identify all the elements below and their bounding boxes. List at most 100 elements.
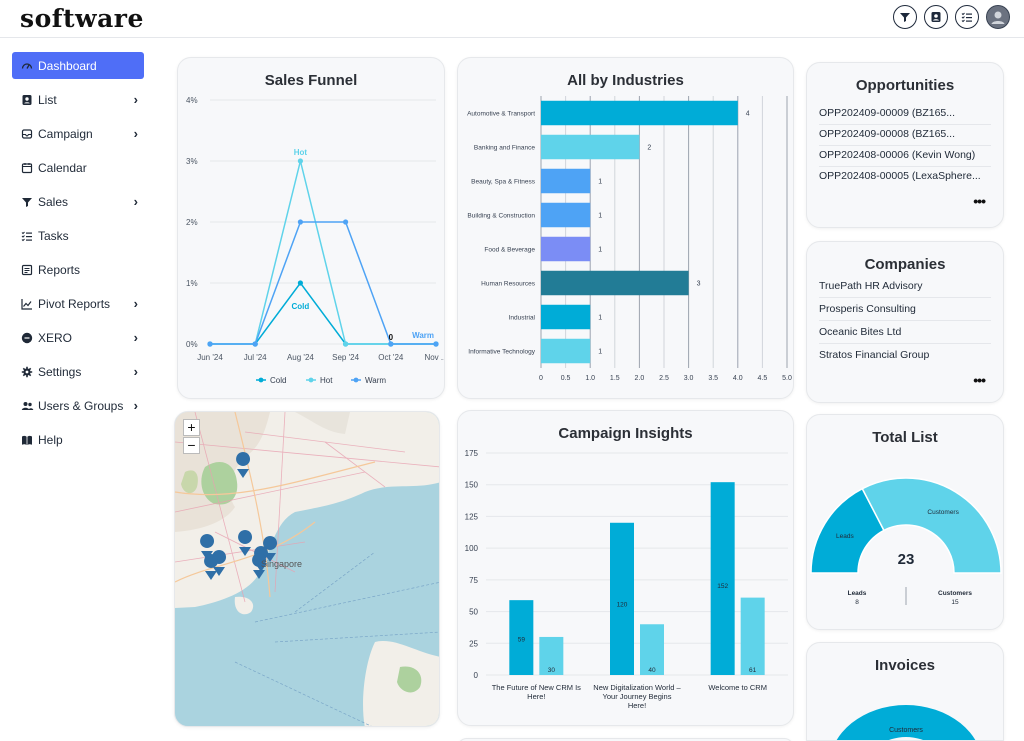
category-label: Beauty, Spa & Fitness [471,179,536,186]
x-tick-label: Jul '24 [244,353,267,362]
chevron-right-icon: › [133,330,138,345]
map-canvas[interactable]: Singapore [175,412,440,727]
company-item[interactable]: TruePath HR Advisory [819,276,991,298]
company-item[interactable]: Oceanic Bites Ltd [819,322,991,344]
total-value: 23 [898,551,915,568]
sidebar-item-help[interactable]: Help [12,426,144,453]
x-tick-label: 3.0 [684,375,694,382]
data-label: 3 [697,281,701,288]
y-tick-label: 0% [186,340,198,349]
data-point-hot [343,341,349,347]
x-tick-label: 0 [539,375,543,382]
checklist-icon[interactable] [955,5,979,29]
x-tick-label: 3.5 [708,375,718,382]
data-label: 120 [617,601,628,608]
category-label: Here! [527,692,545,701]
opportunity-item[interactable]: OPP202408-00005 (LexaSphere... [819,170,981,182]
legend-label: Leads [848,590,867,597]
map-city-label: Singapore [261,559,302,569]
opportunity-item[interactable]: OPP202409-00009 (BZ165... [819,103,991,125]
zoom-out-button[interactable]: − [183,437,200,454]
series-line-warm [210,221,436,345]
invoices-slice-customers [836,705,976,740]
y-tick-label: 175 [465,449,479,458]
sidebar-item-xero[interactable]: XERO › [12,324,144,351]
x-tick-label: 5.0 [782,375,792,382]
data-label: 1 [598,349,602,356]
opportunity-item[interactable]: OPP202409-00008 (BZ165... [819,124,991,146]
sidebar-item-settings[interactable]: Settings › [12,358,144,385]
sidebar-item-list[interactable]: List › [12,86,144,113]
y-tick-label: 125 [465,512,479,521]
category-label: Informative Technology [468,349,535,356]
category-label: Food & Beverage [484,247,535,254]
slice-label: Customers [927,509,959,516]
data-label: 2 [647,145,651,152]
app-logo[interactable]: software [20,4,144,33]
industries-chart: 0 0.5 1.0 1.5 2.0 2.5 3.0 3.5 4.0 4.5 5.0 Automotiv… [467,96,792,382]
sidebar-item-campaign[interactable]: Campaign › [12,120,144,147]
category-label: The Future of New CRM Is [492,683,581,692]
company-item[interactable]: Stratos Financial Group [819,349,930,361]
card-title: Companies [864,256,946,273]
bar [541,134,640,160]
x-tick-label: 4.0 [733,375,743,382]
y-tick-label: 1% [186,279,198,288]
sidebar-item-label: Users & Groups [38,398,124,413]
company-item[interactable]: Prosperis Consulting [819,299,991,321]
point-label: 0 [389,333,394,342]
legend-value: 8 [855,599,859,606]
opportunity-item[interactable]: OPP202408-00006 (Kevin Wong) [819,145,991,167]
sidebar-item-dashboard[interactable]: Dashboard [12,52,144,79]
invoices-slice-label: Customers [889,727,923,734]
more-options-icon[interactable]: ••• [973,372,986,388]
category-label: Automotive & Transport [467,111,535,118]
sidebar-item-label: Campaign [38,126,93,141]
contact-card-icon[interactable] [924,5,948,29]
data-label: 1 [598,179,602,186]
sidebar-item-reports[interactable]: Reports [12,256,144,283]
sidebar-item-calendar[interactable]: Calendar [12,154,144,181]
reports-icon [20,263,34,277]
contact-card-icon [20,93,34,107]
x-tick-label: 2.5 [659,375,669,382]
sidebar-item-users-groups[interactable]: Users & Groups › [12,392,144,419]
bar [710,482,735,675]
zoom-in-button[interactable]: + [183,419,200,436]
funnel-icon[interactable] [893,5,917,29]
campaign-insights-card: Campaign Insights 0 25 50 75 100 125 150 175 59 3… [457,410,794,726]
category-label: Welcome to CRM [708,683,767,692]
card-title: Invoices [874,657,936,674]
total-list-card: Total List Leads Customers 23 Leads 8 Custome… [806,414,1004,630]
sidebar-item-tasks[interactable]: Tasks [12,222,144,249]
chevron-right-icon: › [133,398,138,413]
help-book-icon [20,433,34,447]
legend-label: Cold [270,376,286,385]
x-tick-label: 0.5 [561,375,571,382]
x-tick-label: Jun '24 [197,353,223,362]
y-tick-label: 150 [465,481,479,490]
more-options-icon[interactable]: ••• [973,193,986,209]
y-tick-label: 100 [465,544,479,553]
map-card[interactable]: Singapore + − [174,411,440,727]
x-tick-label: 2.0 [635,375,645,382]
x-tick-label: Nov ... [424,353,445,362]
user-avatar-icon[interactable] [986,5,1010,29]
calendar-icon [20,161,34,175]
inbox-icon [20,127,34,141]
total-list-chart: Leads Customers 23 Leads 8 Customers 15 [810,477,1002,606]
x-tick-label: Aug '24 [287,353,314,362]
sidebar-item-pivot-reports[interactable]: Pivot Reports › [12,290,144,317]
bar [539,636,564,675]
bar [541,236,591,262]
legend-marker [308,377,314,383]
sales-funnel-chart: 0% 1% 2% 3% 4% Jun '24 Jul '24 Aug '24 Sep '24 Oc… [186,96,445,385]
data-point-warm [388,341,394,347]
bar [610,522,634,675]
xero-icon [20,331,34,345]
tasks-icon [20,229,34,243]
sidebar-item-sales[interactable]: Sales › [12,188,144,215]
sidebar-item-label: Pivot Reports [38,296,111,311]
sidebar-item-label: Tasks [38,228,69,243]
category-label: Building & Construction [467,213,535,220]
